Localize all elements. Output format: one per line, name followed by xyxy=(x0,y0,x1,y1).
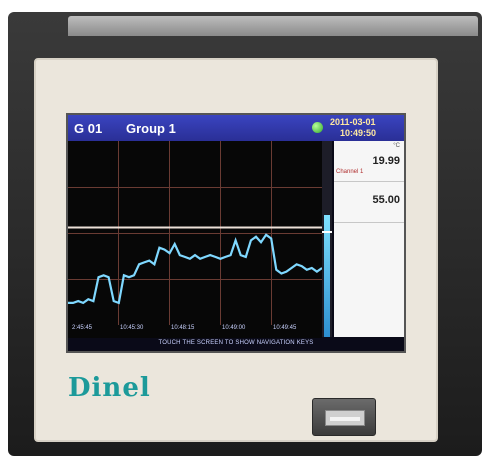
group-id: G 01 xyxy=(74,121,103,136)
value-readout: 55.00 xyxy=(372,194,400,206)
level-bar xyxy=(322,141,332,337)
time-readout: 10:49:50 xyxy=(340,128,377,138)
value-cell-2[interactable]: 55.00 xyxy=(334,182,404,223)
usb-tongue xyxy=(330,417,360,421)
x-axis-labels: 2:45:45 10:45:30 10:48:15 10:49:00 10:49… xyxy=(68,325,322,335)
value-panel[interactable]: °C 19.99 Channel 1 55.00 xyxy=(334,141,404,337)
housing-top-edge xyxy=(68,16,478,36)
status-led-icon xyxy=(312,122,323,133)
trend-chart xyxy=(68,226,322,305)
value-unit: °C xyxy=(393,143,400,149)
x-tick-label: 10:45:30 xyxy=(120,325,144,331)
value-tag: Channel 1 xyxy=(336,169,364,175)
trend-line xyxy=(68,233,322,305)
x-tick-label: 10:48:15 xyxy=(171,325,195,331)
title-bar: G 01 Group 1 2011-03-01 10:49:50 xyxy=(68,115,404,141)
usb-socket xyxy=(325,410,365,426)
value-cell-1[interactable]: °C 19.99 Channel 1 xyxy=(334,141,404,182)
footer-hint: TOUCH THE SCREEN TO SHOW NAVIGATION KEYS xyxy=(158,340,314,346)
x-tick-label: 10:49:45 xyxy=(273,325,297,331)
level-bar-fill xyxy=(324,215,330,337)
trend-plot[interactable] xyxy=(68,141,322,338)
level-bar-marker xyxy=(322,231,332,234)
x-tick-label: 10:49:00 xyxy=(222,325,246,331)
grid-line xyxy=(68,279,322,280)
group-name: Group 1 xyxy=(126,121,176,136)
grid-line xyxy=(68,233,322,234)
value-readout: 19.99 xyxy=(372,155,400,167)
brand-logo: Dinel xyxy=(68,373,151,403)
grid-line xyxy=(68,187,322,188)
usb-port-icon[interactable] xyxy=(312,398,376,436)
x-tick-label: 2:45:45 xyxy=(72,325,93,331)
display-screen[interactable]: G 01 Group 1 2011-03-01 10:49:50 2:45:45… xyxy=(66,113,406,353)
date-readout: 2011-03-01 xyxy=(330,117,376,127)
